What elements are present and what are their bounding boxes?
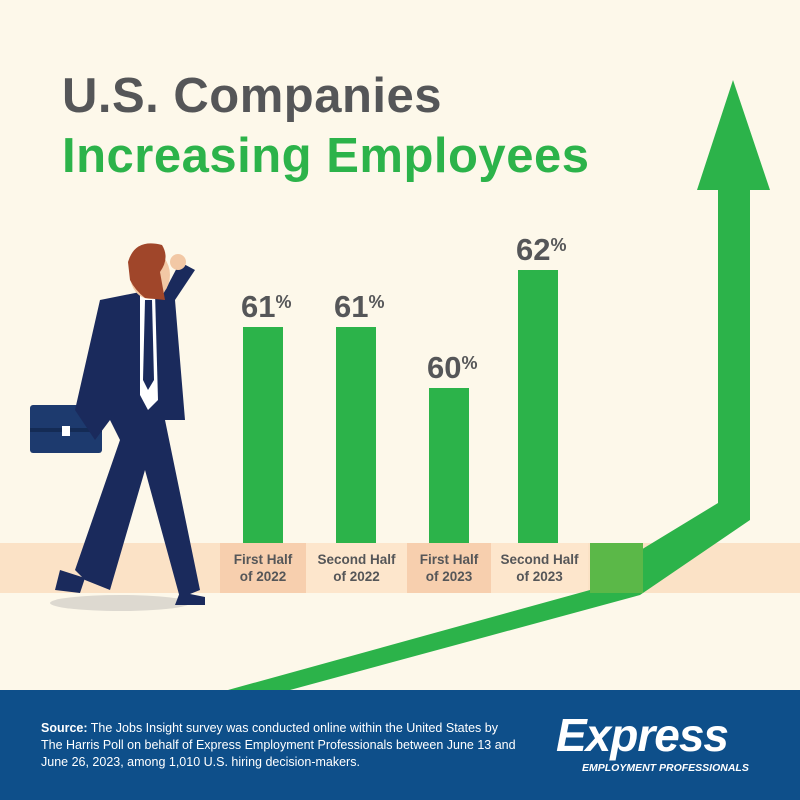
footer: Source: The Jobs Insight survey was cond… [0,690,800,800]
category-label: First Half [420,552,479,567]
growth-arrow [228,80,770,690]
bar [243,327,283,543]
percent-sign: % [550,235,566,255]
category-box [491,543,588,593]
chart-canvas: 61% First Half of 2022 61% Second Half of 202… [0,80,800,690]
category-label: Second Half [500,552,579,567]
category-label: Second Half [317,552,396,567]
data-label: 60% [427,350,478,385]
percent-sign: % [461,353,477,373]
source-label: Source: [41,721,88,735]
source-note: Source: The Jobs Insight survey was cond… [41,720,521,771]
businessman-illustration [30,243,205,611]
category-label: of 2022 [333,569,380,584]
category-label: of 2022 [240,569,287,584]
data-label: 61% [241,289,292,324]
source-text: The Jobs Insight survey was conducted on… [41,721,516,769]
percent-sign: % [368,292,384,312]
data-label: 61% [334,289,385,324]
category-box [220,543,306,593]
category-box [407,543,491,593]
category-label: First Half [234,552,293,567]
category-box [306,543,407,593]
category-label: of 2023 [516,569,563,584]
express-logo: Express EMPLOYMENT PROFESSIONALS [552,712,772,782]
data-label: 62% [516,232,567,267]
suit [75,290,200,598]
shadow [50,595,190,611]
category-label: of 2023 [426,569,473,584]
bar [429,388,469,543]
bar [518,270,558,543]
bar [336,327,376,543]
title-line-2: Increasing Employees [62,129,590,183]
title-line-1: U.S. Companies [62,69,443,123]
logo-tagline: EMPLOYMENT PROFESSIONALS [582,762,749,774]
percent-sign: % [275,292,291,312]
logo-wordmark: Express [556,709,729,761]
arrow-band-overlap [590,543,643,593]
